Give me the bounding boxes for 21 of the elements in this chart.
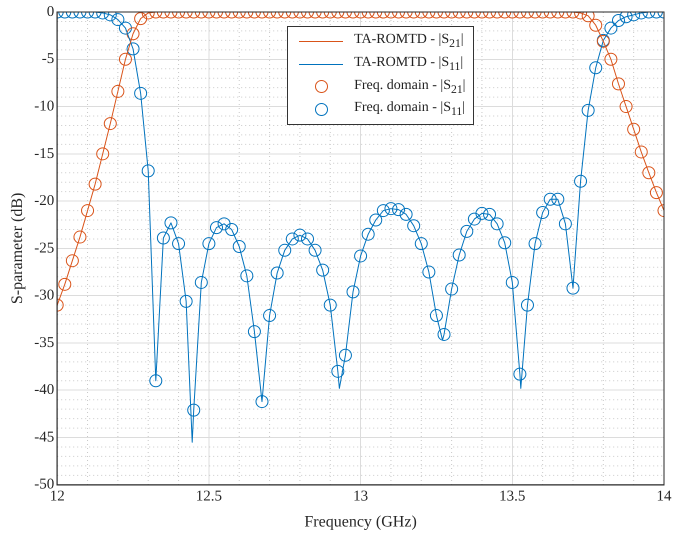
y-tick-label: -20 — [34, 193, 54, 210]
legend-label: Freq. domain - |S$_{11}$| — [354, 99, 466, 120]
legend-label: TA-ROMTD - |S$_{21}$| — [354, 31, 464, 52]
y-tick-label: -5 — [42, 51, 54, 68]
y-tick-label: -15 — [34, 146, 54, 162]
y-axis-title: S-parameter (dB) — [8, 192, 26, 304]
y-tick-label: -25 — [34, 240, 54, 256]
y-tick-label: -35 — [34, 334, 54, 351]
y-tick-label: -30 — [34, 288, 54, 304]
x-tick-label: 13.5 — [499, 488, 526, 505]
x-tick-label: 12.5 — [196, 488, 222, 505]
x-tick-label: 12 — [50, 488, 65, 505]
x-tick-label: 14 — [656, 488, 672, 505]
legend-label: Freq. domain - |S$_{21}$| — [354, 76, 466, 98]
y-tick-label: -40 — [34, 382, 54, 398]
y-tick-label: 0 — [46, 4, 54, 20]
y-tick-label: -45 — [34, 429, 54, 446]
legend-label: TA-ROMTD - |S$_{11}$| — [354, 54, 464, 75]
y-tick-label: -10 — [34, 98, 54, 114]
x-tick-label: 13 — [353, 488, 368, 505]
x-axis-title: Frequency (GHz) — [304, 514, 417, 531]
